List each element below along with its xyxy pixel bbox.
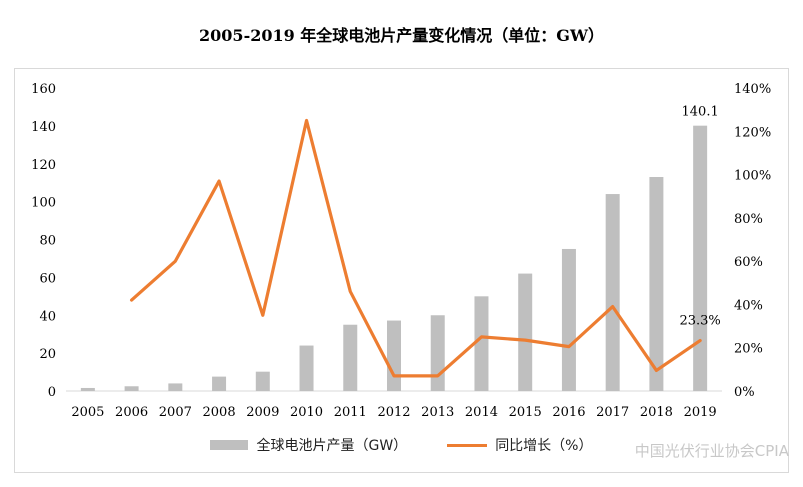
bar (124, 386, 139, 391)
x-tick-label: 2009 (246, 405, 279, 420)
y-right-tick-label: 80% (734, 212, 763, 227)
y-left-tick-label: 0 (48, 385, 56, 400)
x-tick-label: 2013 (421, 405, 454, 420)
x-tick-label: 2011 (334, 405, 367, 420)
x-tick-label: 2018 (640, 405, 673, 420)
bar (474, 296, 489, 391)
bar-value-label: 140.1 (682, 105, 719, 120)
y-right-tick-label: 40% (734, 298, 763, 313)
legend-label-bar: 全球电池片产量（GW） (256, 438, 408, 454)
bar (80, 387, 95, 391)
y-right-tick-label: 100% (734, 169, 771, 184)
y-right-tick-label: 140% (734, 82, 771, 97)
y-left-tick-label: 40 (39, 309, 56, 324)
bar (693, 125, 708, 392)
y-right-tick-label: 60% (734, 255, 763, 270)
bar (168, 383, 183, 391)
y-left-tick-label: 120 (31, 158, 56, 173)
legend-item-bar: 全球电池片产量（GW） (210, 435, 407, 455)
x-tick-label: 2006 (115, 405, 148, 420)
y-left-tick-label: 160 (31, 82, 56, 97)
legend-label-line: 同比增长（%） (495, 438, 593, 454)
x-tick-label: 2010 (290, 405, 323, 420)
y-left-tick-label: 140 (31, 120, 56, 135)
bar (255, 371, 270, 391)
x-tick-label: 2015 (509, 405, 542, 420)
bar (299, 345, 314, 391)
y-right-tick-label: 0% (734, 385, 755, 400)
chart-title: 2005-2019 年全球电池片产量变化情况（单位：GW） (199, 26, 604, 45)
y-right-tick-label: 20% (734, 342, 763, 357)
y-right-tick-label: 120% (734, 125, 771, 140)
growth-line (130, 118, 702, 378)
x-tick-label: 2012 (377, 405, 410, 420)
line-value-label: 23.3% (679, 314, 720, 329)
legend: 全球电池片产量（GW） 同比增长（%） (0, 435, 803, 455)
y-left-tick-label: 100 (31, 196, 56, 211)
bar (518, 273, 533, 391)
x-tick-label: 2016 (552, 405, 585, 420)
bar (561, 248, 576, 391)
x-tick-label: 2008 (203, 405, 236, 420)
legend-swatch-bar (210, 440, 249, 450)
y-left-tick-label: 20 (39, 347, 56, 362)
x-tick-label: 2014 (465, 405, 498, 420)
bar (605, 194, 620, 391)
chart-frame (14, 68, 789, 473)
bar (212, 376, 227, 391)
bar (343, 324, 358, 391)
x-tick-label: 2017 (596, 405, 629, 420)
y-left-tick-label: 60 (39, 271, 56, 286)
bar (430, 315, 445, 391)
bar (387, 320, 401, 391)
legend-item-line: 同比增长（%） (447, 435, 593, 455)
y-left-tick-label: 80 (39, 234, 56, 249)
x-tick-label: 2005 (71, 405, 104, 420)
legend-swatch-line (447, 443, 488, 447)
bar (649, 177, 664, 391)
x-tick-label: 2019 (684, 405, 717, 420)
x-tick-label: 2007 (159, 405, 192, 420)
watermark: 中国光伏行业协会CPIA (634, 442, 789, 460)
